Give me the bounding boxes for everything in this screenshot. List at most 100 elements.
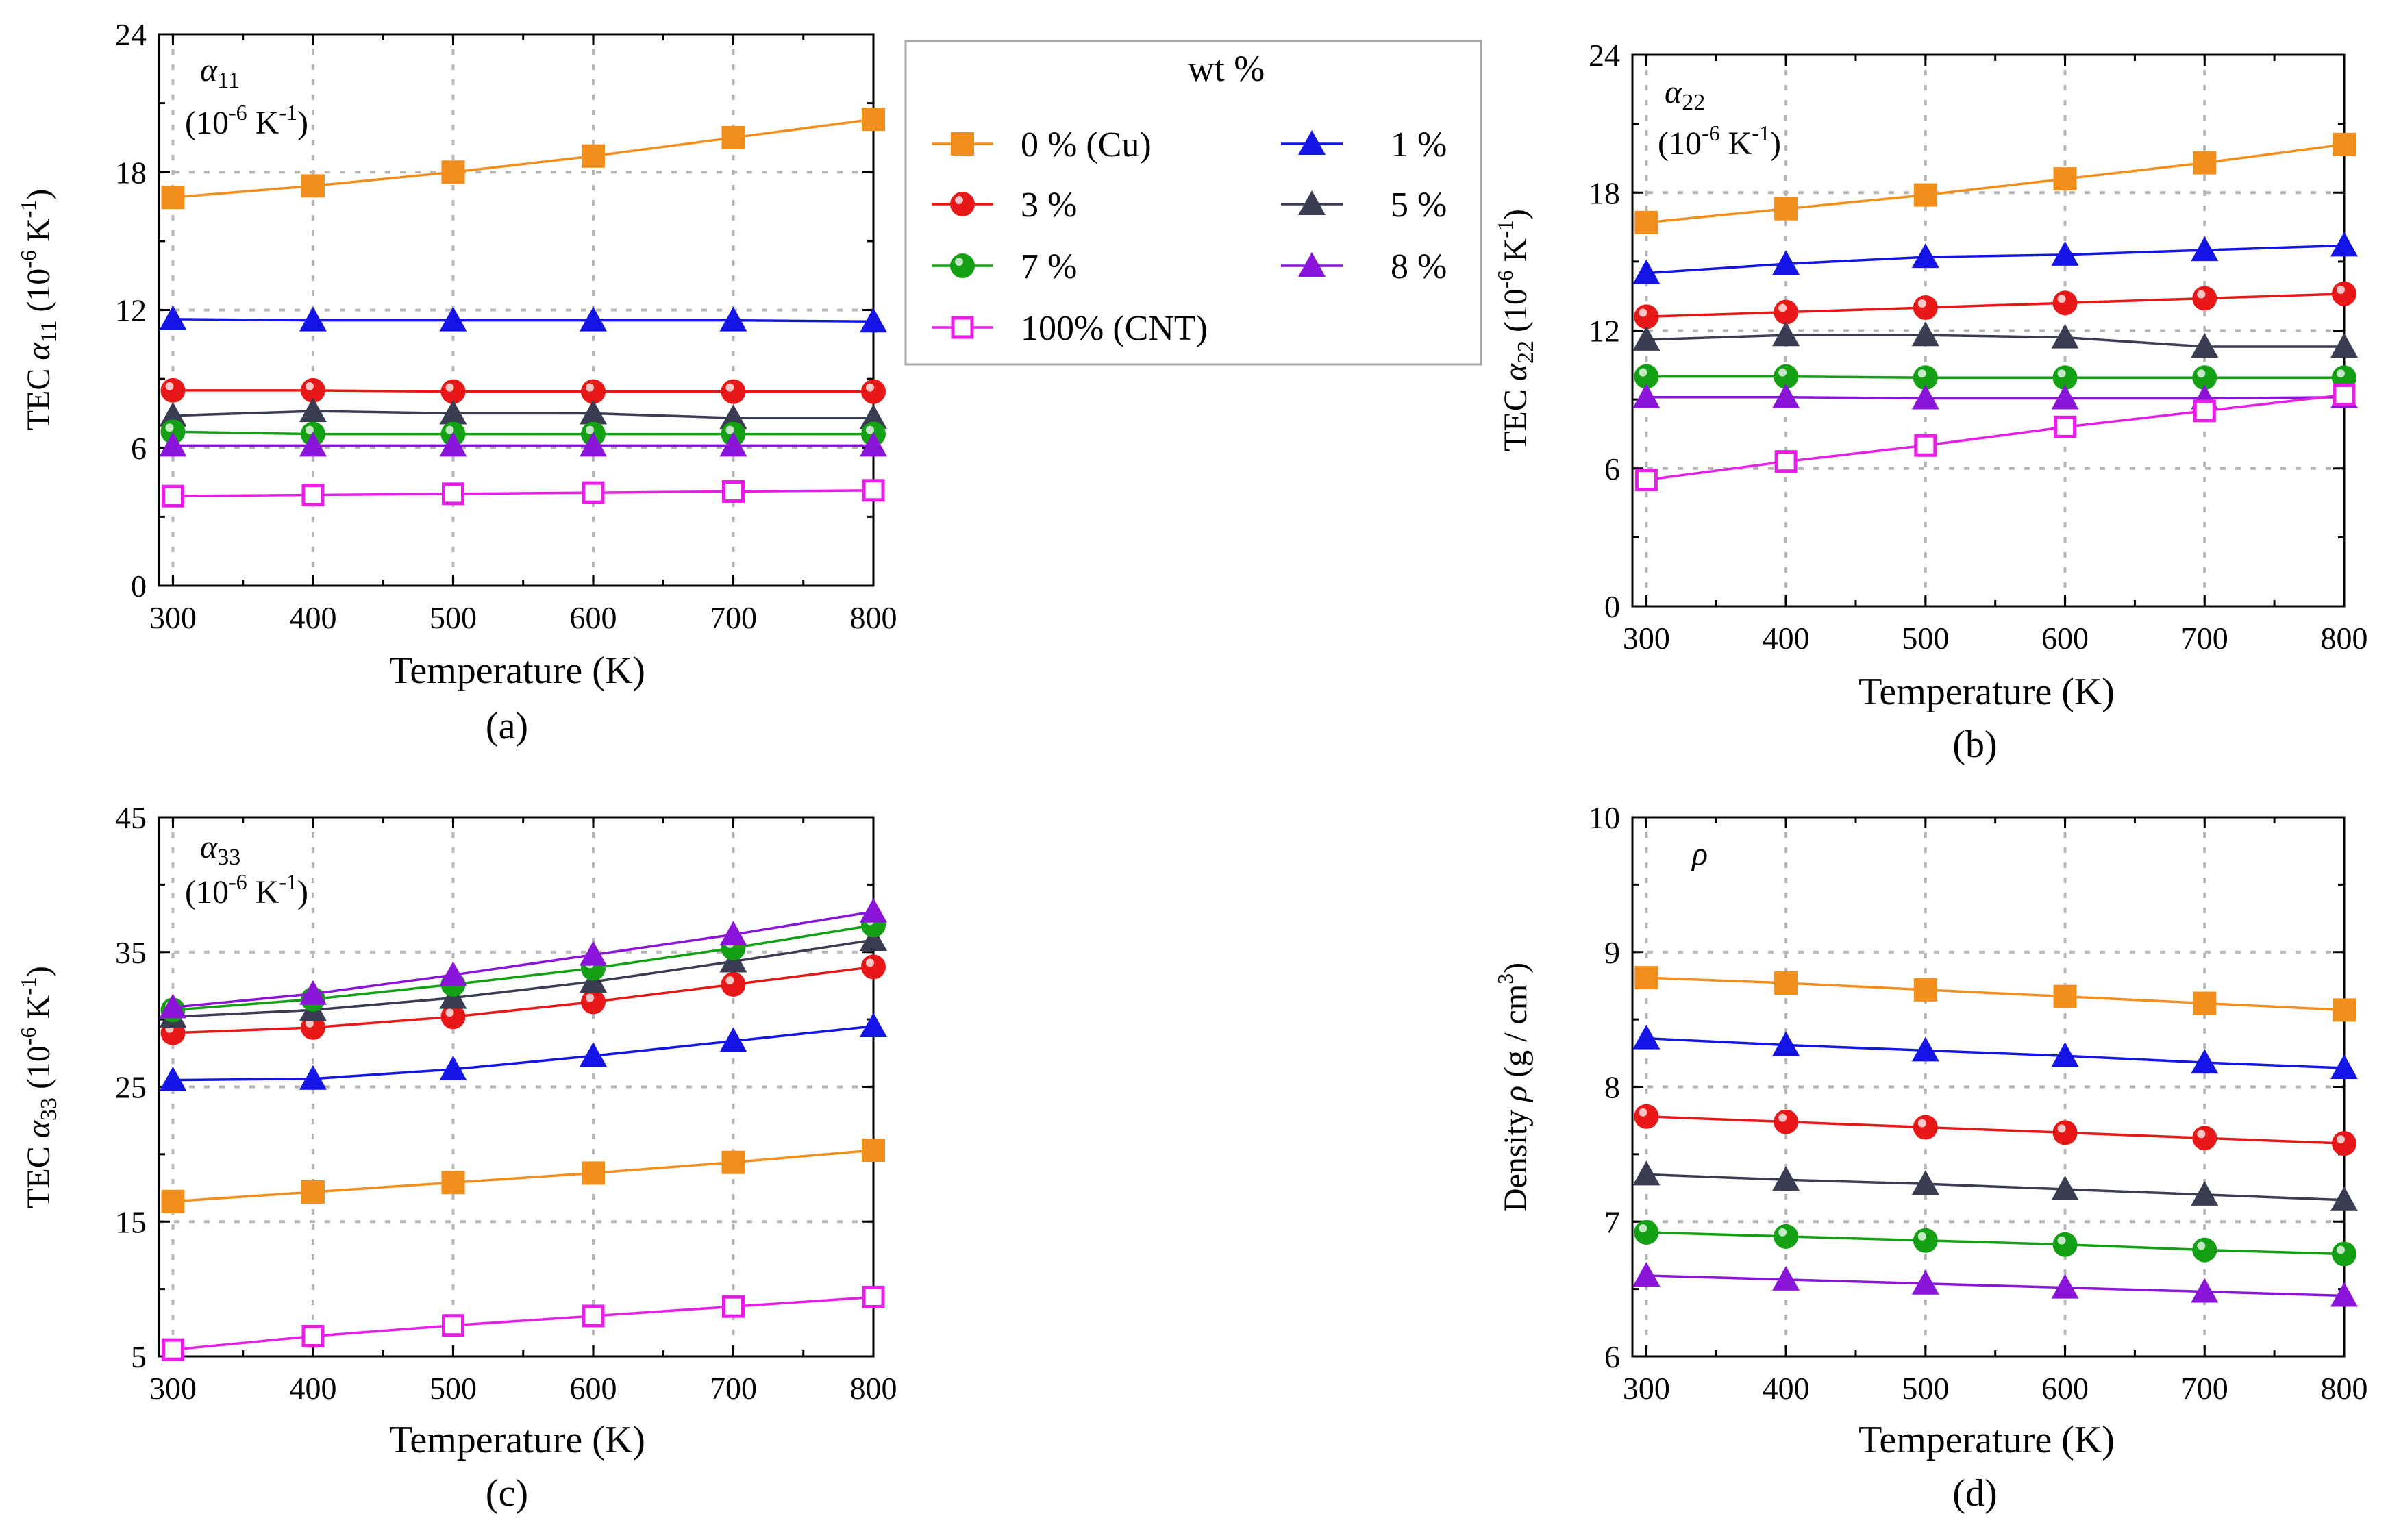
data-point	[1632, 1160, 1661, 1186]
data-point	[2332, 281, 2356, 306]
x-tick-label: 300	[1623, 621, 1670, 656]
data-point-highlight	[866, 383, 874, 392]
x-tick-label: 600	[569, 600, 617, 635]
property-annotation: α11	[200, 52, 240, 93]
legend-label: 7 %	[1021, 247, 1077, 286]
property-annotation: ρ	[1691, 836, 1708, 872]
data-point	[1632, 1024, 1661, 1050]
data-point	[439, 432, 467, 457]
data-point	[439, 961, 467, 986]
data-point	[2051, 1176, 2079, 1201]
unit-annotation: (10-6 K-1)	[185, 100, 308, 141]
data-point-highlight	[1639, 368, 1647, 377]
data-point-highlight	[1778, 1113, 1787, 1122]
data-point	[1632, 1261, 1661, 1287]
data-point-highlight	[2057, 1124, 2066, 1133]
data-point	[582, 1304, 605, 1328]
data-point	[2193, 151, 2217, 175]
data-point	[1634, 469, 1658, 492]
series-line	[173, 939, 874, 1018]
data-point	[439, 1055, 467, 1080]
series-line	[173, 118, 874, 199]
data-point	[2053, 167, 2077, 191]
data-point	[2330, 1186, 2358, 1211]
data-point	[721, 1295, 745, 1318]
data-point	[1774, 197, 1798, 221]
legend-marker	[950, 253, 975, 278]
data-point-highlight	[585, 383, 594, 392]
series-line	[1646, 976, 2345, 1012]
y-tick-label: 18	[1589, 175, 1620, 210]
data-point	[1913, 1228, 1938, 1253]
series-7	[1634, 1219, 2356, 1267]
x-tick-label: 800	[850, 600, 897, 635]
data-point	[1913, 1115, 1938, 1140]
data-point	[862, 1138, 885, 1162]
data-point	[861, 954, 886, 980]
data-point-highlight	[2197, 290, 2206, 299]
data-point-highlight	[1917, 1232, 1926, 1241]
series-1	[159, 1012, 887, 1091]
data-point	[579, 399, 607, 425]
data-point	[2330, 232, 2358, 257]
x-axis-title: Temperature (K)	[389, 649, 645, 692]
y-tick-label: 6	[1604, 451, 1620, 486]
data-point	[441, 160, 465, 184]
data-point	[439, 399, 467, 425]
property-annotation: α33	[200, 829, 240, 870]
data-point	[1774, 450, 1798, 473]
data-point	[441, 482, 464, 506]
data-point	[1632, 259, 1661, 284]
legend-entry: 8 %	[1281, 247, 1447, 286]
panel-label: (d)	[1952, 1472, 1997, 1515]
data-point-highlight	[1639, 308, 1647, 317]
series-7	[1634, 364, 2356, 390]
panel-label: (b)	[1952, 723, 1997, 766]
x-tick-label: 500	[1902, 1371, 1949, 1406]
data-point	[862, 479, 885, 502]
x-tick-label: 400	[289, 1371, 336, 1406]
data-point	[159, 993, 187, 1019]
data-point	[721, 125, 745, 149]
x-tick-label: 600	[2041, 621, 2089, 656]
data-point	[2053, 984, 2077, 1008]
data-point	[160, 377, 186, 403]
x-tick-label: 600	[569, 1371, 617, 1406]
data-point	[2332, 1131, 2356, 1156]
data-point	[299, 397, 327, 423]
data-point-highlight	[2197, 1130, 2206, 1139]
data-point	[2052, 1232, 2078, 1257]
data-point	[2332, 1241, 2356, 1267]
data-point	[1913, 978, 1937, 1002]
data-point-highlight	[585, 993, 594, 1002]
data-point	[721, 379, 746, 404]
data-point	[581, 144, 605, 168]
data-point	[1772, 321, 1800, 347]
legend-label: 8 %	[1391, 247, 1447, 286]
data-point-highlight	[725, 976, 734, 984]
data-point	[860, 404, 887, 430]
legend-title: wt %	[1188, 48, 1265, 89]
x-tick-label: 300	[1623, 1371, 1670, 1406]
legend-entry: 0 % (Cu)	[932, 125, 1152, 164]
series-line	[173, 1025, 874, 1082]
data-point	[2052, 290, 2078, 316]
series-0-Cu	[161, 108, 885, 210]
data-point	[161, 1189, 185, 1213]
data-point	[1634, 1104, 1659, 1129]
series-line	[1646, 334, 2344, 348]
legend-marker	[951, 132, 974, 156]
x-tick-label: 700	[710, 600, 757, 635]
data-point-highlight	[445, 1008, 454, 1017]
data-point	[2192, 1126, 2217, 1151]
data-point-highlight	[2057, 295, 2066, 303]
series-5	[1632, 1160, 2358, 1211]
data-point	[1774, 299, 1799, 325]
data-point	[2191, 1049, 2219, 1074]
series-5	[1632, 321, 2358, 358]
data-point	[862, 108, 885, 132]
y-tick-label: 45	[115, 800, 147, 835]
series-8	[159, 432, 887, 457]
data-point-highlight	[1639, 1108, 1647, 1117]
